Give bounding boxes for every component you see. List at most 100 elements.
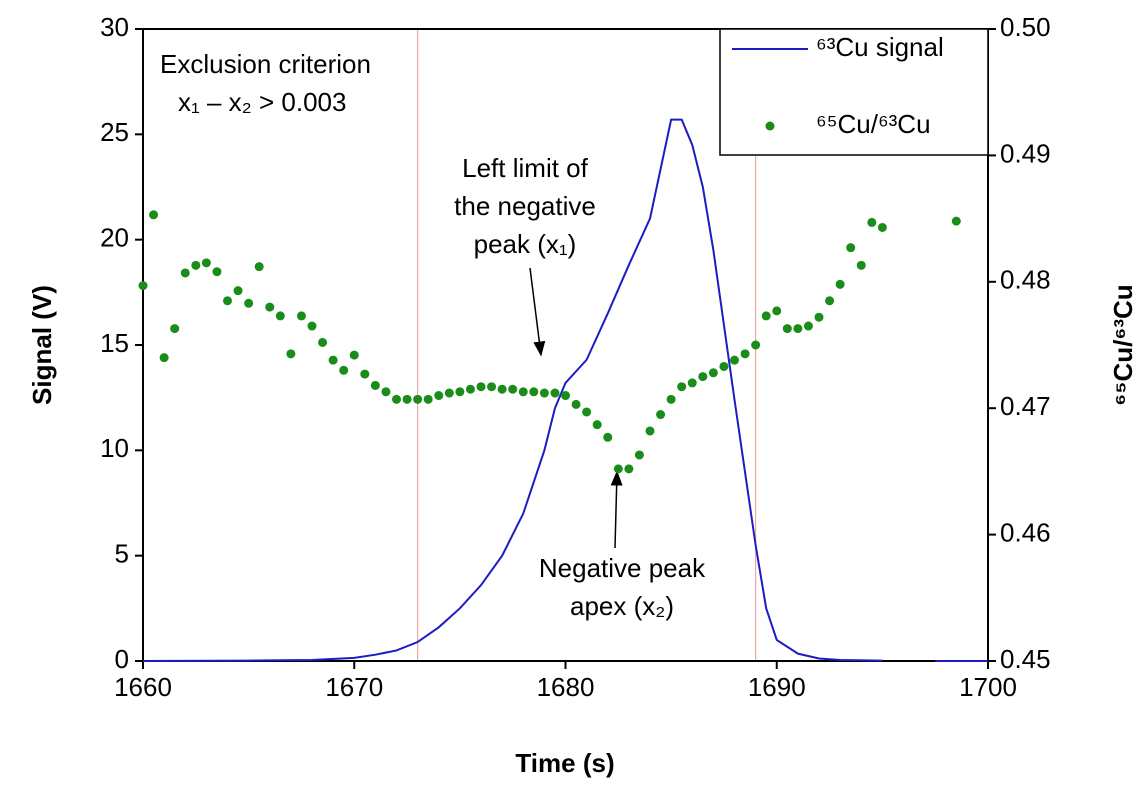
y-tick-label: 10 (100, 433, 129, 463)
ratio-point (392, 394, 401, 404)
ratio-point (666, 394, 676, 404)
ratio-point (508, 384, 518, 394)
ratio-point (476, 382, 486, 392)
ratio-point (782, 324, 792, 334)
annotation: x₁ – x₂ > 0.003 (178, 87, 346, 117)
ratio-point (645, 426, 655, 436)
ratio-point (212, 267, 222, 277)
y2-tick-label: 0.50 (1000, 12, 1051, 42)
annotation: Left limit of (462, 153, 588, 183)
ratio-point (296, 311, 306, 321)
ratio-point (518, 387, 528, 397)
ratio-point (455, 387, 465, 397)
annotation: peak (x₁) (474, 229, 577, 259)
ratio-point (254, 262, 264, 272)
ratio-point (487, 382, 497, 392)
ratio-point (772, 306, 782, 316)
x-tick-label: 1660 (114, 672, 172, 702)
y2-tick-label: 0.49 (1000, 138, 1051, 168)
ratio-point (275, 311, 285, 321)
ratio-point (730, 355, 739, 365)
ratio-point (708, 368, 718, 378)
x-axis-label: Time (s) (515, 748, 614, 778)
y-tick-label: 5 (115, 539, 129, 569)
legend-label: ⁶⁵Cu/⁶³Cu (816, 109, 931, 139)
ratio-point (687, 378, 697, 388)
ratio-point (751, 340, 761, 350)
annotation: Negative peak (539, 553, 706, 583)
ratio-point (539, 388, 549, 398)
ratio-point (856, 260, 866, 270)
annotation-arrow (529, 267, 546, 357)
ratio-point (951, 216, 961, 226)
signal-line (142, 118, 988, 662)
ratio-point (550, 388, 560, 398)
ratio-point (624, 464, 634, 474)
ratio-point (339, 365, 349, 375)
ratio-point (201, 258, 211, 268)
ratio-point (465, 384, 475, 394)
ratio-point (719, 361, 729, 371)
y-tick-label: 25 (100, 117, 129, 147)
ratio-point (191, 260, 201, 270)
ratio-point (180, 268, 190, 278)
ratio-point (434, 391, 444, 401)
ratio-point (529, 387, 539, 397)
ratio-point (402, 394, 412, 404)
ratio-point (656, 410, 666, 420)
y-tick-label: 30 (100, 12, 129, 42)
x-tick-label: 1680 (537, 672, 595, 702)
ratio-point (423, 394, 433, 404)
y2-tick-label: 0.47 (1000, 391, 1051, 421)
ratio-point (603, 432, 613, 442)
ratio-point (244, 298, 254, 308)
ratio-point (592, 420, 602, 430)
x-tick-label: 1700 (959, 672, 1017, 702)
ratio-point (740, 349, 750, 359)
annotation: Exclusion criterion (160, 49, 371, 79)
y-tick-label: 20 (100, 223, 129, 253)
y-tick-label: 0 (115, 644, 129, 674)
ratio-point (561, 391, 570, 401)
ratio-point (846, 243, 856, 253)
ratio-point (761, 311, 771, 321)
ratio-point (223, 296, 232, 306)
annotation-arrow (610, 470, 623, 549)
ratio-point (582, 407, 592, 417)
ratio-point (328, 355, 338, 365)
legend-label: ⁶³Cu signal (816, 32, 944, 62)
y-axis-label: Signal (V) (27, 285, 57, 405)
ratio-point (370, 380, 380, 390)
ratio-point (698, 372, 708, 382)
ratio-point (360, 369, 370, 379)
ratio-point (814, 312, 824, 322)
ratio-point (265, 302, 275, 312)
y2-tick-label: 0.45 (1000, 644, 1051, 674)
ratio-point (233, 286, 243, 296)
ratio-point (793, 324, 803, 334)
ratio-point (634, 450, 644, 460)
ratio-point (286, 349, 296, 359)
x-tick-label: 1690 (748, 672, 806, 702)
y2-tick-label: 0.48 (1000, 265, 1051, 295)
ratio-point (835, 279, 845, 289)
x-tick-label: 1670 (325, 672, 383, 702)
y2-axis-label: ⁶⁵Cu/⁶³Cu (1108, 284, 1138, 405)
ratio-point (825, 296, 835, 306)
ratio-point (803, 321, 813, 331)
ratio-point (159, 353, 169, 363)
ratio-point (307, 321, 317, 331)
ratio-point (349, 350, 359, 360)
ratio-point (571, 399, 581, 409)
ratio-point (170, 324, 180, 334)
ratio-point (318, 337, 328, 347)
ratio-point (149, 210, 159, 220)
ratio-point (444, 388, 454, 398)
annotation: apex (x₂) (570, 591, 674, 621)
ratio-point (381, 387, 391, 397)
ratio-point (677, 382, 687, 392)
annotation: the negative (454, 191, 596, 221)
ratio-point (138, 281, 148, 291)
ratio-point (497, 384, 507, 394)
